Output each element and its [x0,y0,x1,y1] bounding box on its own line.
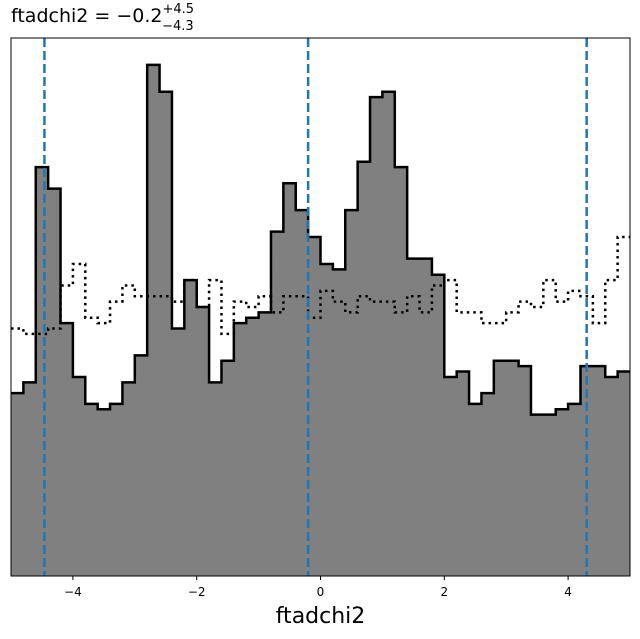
histogram-bar [35,167,49,576]
filled-histogram-series [11,63,631,577]
chart-title-upper: +4.5 [163,2,195,17]
x-tick-label: −2 [188,585,206,599]
x-tick-label: 2 [440,585,448,599]
histogram-bar [134,355,148,576]
histogram-bar [382,91,396,577]
histogram-bar [568,403,581,576]
histogram-bar [617,371,631,576]
x-tick-label: 0 [317,585,325,599]
histogram-bar [48,188,61,576]
histogram-bar [295,210,309,576]
histogram-bar [555,409,569,576]
histogram-bar [110,403,123,576]
x-axis-ticks: −4 −2 0 2 4 [64,576,572,599]
histogram-bar [85,403,99,576]
histogram-bar [171,328,185,576]
histogram-bar [246,317,259,576]
histogram-bar [221,360,235,576]
histogram-bar [233,323,247,576]
histogram-bar [444,376,458,576]
histogram-bar [308,237,321,576]
histogram-bar [122,382,136,576]
histogram-bar [543,414,557,576]
histogram-bar [419,258,433,576]
histogram-bar [283,183,297,576]
plot-area [11,63,631,577]
histogram-bar [184,280,198,576]
chart-title-main: ftadchi2 = −0.2 [11,5,163,27]
histogram-bar [407,258,420,576]
histogram-bar [394,167,408,576]
histogram-bar [209,382,222,576]
histogram-bar [605,376,619,576]
histogram-bar [518,366,532,576]
histogram-bar [270,231,284,576]
histogram-bar [481,393,495,576]
histogram-bar [60,323,74,576]
histogram-bar [592,366,606,576]
histogram-bar [530,414,544,576]
histogram-bar [258,312,272,576]
histogram-bar [332,269,346,576]
x-tick-label: −4 [64,585,82,599]
histogram-bar [456,371,470,576]
dotted-histogram-outline [11,235,630,336]
histogram-bar [11,393,24,576]
histogram-bar [97,409,111,576]
histogram-bar [23,382,37,576]
histogram-bar [506,360,519,576]
chart-title: ftadchi2 = −0.2+4.5 −4.3 [11,2,194,34]
histogram-bar [469,403,482,576]
chart-title-lower: −4.3 [162,19,194,34]
histogram-bar [320,263,334,576]
histogram-bar [431,274,445,576]
histogram-bar [147,64,160,577]
x-tick-label: 4 [564,585,572,599]
histogram-bar [493,360,507,576]
histogram-bar [370,97,383,577]
percentile-lines [43,38,588,576]
histogram-bar [357,161,371,577]
histogram-bar [72,376,86,576]
histogram-bar [345,210,359,576]
x-axis-label: ftadchi2 [276,604,366,629]
histogram-bar [159,91,173,577]
histogram-bar [196,307,210,576]
